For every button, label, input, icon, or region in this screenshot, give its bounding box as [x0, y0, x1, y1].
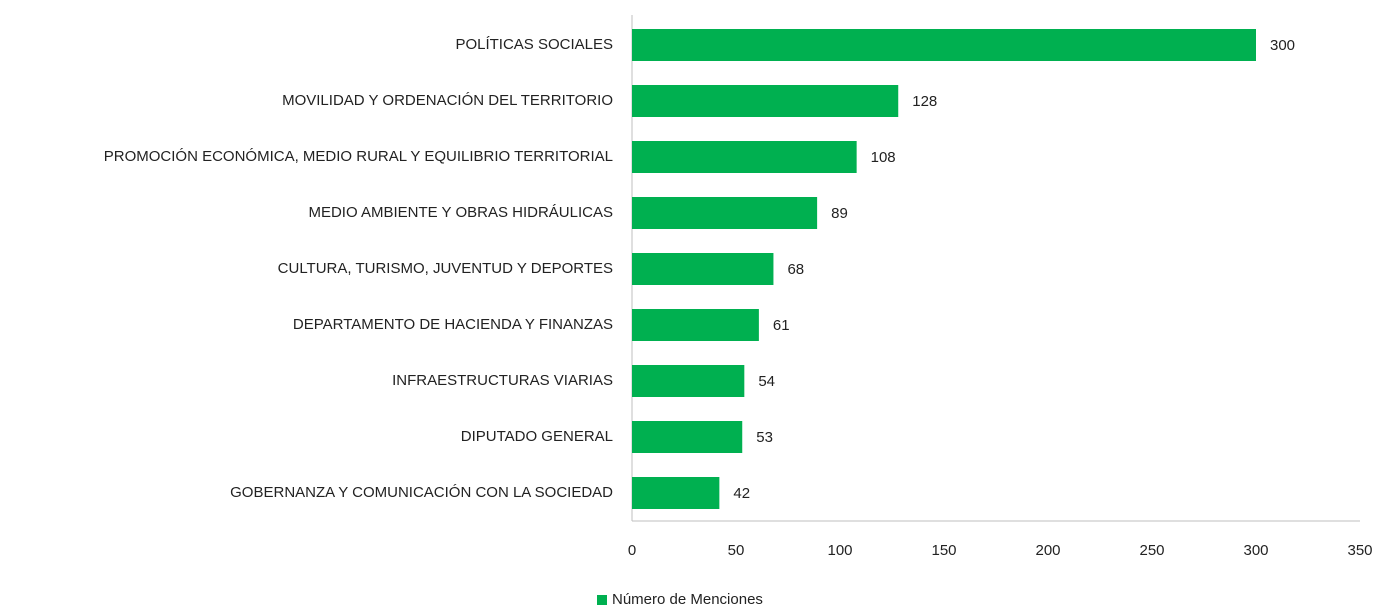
x-tick-label: 50 [728, 542, 745, 559]
bar [632, 309, 759, 341]
y-tick-label: INFRAESTRUCTURAS VIARIAS [392, 372, 613, 389]
data-label: 61 [773, 317, 790, 334]
bar [632, 365, 745, 397]
data-label: 54 [758, 373, 775, 390]
bar [632, 421, 743, 453]
x-tick-label: 350 [1347, 542, 1372, 559]
y-tick-label: DIPUTADO GENERAL [461, 428, 613, 445]
x-tick-label: 0 [628, 542, 636, 559]
data-label: 89 [831, 205, 848, 222]
x-tick-label: 300 [1243, 542, 1268, 559]
y-tick-label: PROMOCIÓN ECONÓMICA, MEDIO RURAL Y EQUIL… [104, 148, 613, 165]
y-tick-label: MOVILIDAD Y ORDENACIÓN DEL TERRITORIO [282, 92, 613, 109]
legend-swatch [597, 595, 607, 605]
bar [632, 253, 774, 285]
bar [632, 85, 899, 117]
y-tick-label: MEDIO AMBIENTE Y OBRAS HIDRÁULICAS [308, 204, 613, 221]
y-tick-label: GOBERNANZA Y COMUNICACIÓN CON LA SOCIEDA… [230, 484, 613, 501]
bar [632, 29, 1256, 61]
y-tick-label: DEPARTAMENTO DE HACIENDA Y FINANZAS [293, 316, 613, 333]
x-tick-label: 150 [931, 542, 956, 559]
bar [632, 141, 857, 173]
data-label: 108 [871, 149, 896, 166]
y-tick-label: CULTURA, TURISMO, JUVENTUD Y DEPORTES [278, 260, 613, 277]
legend-label: Número de Menciones [612, 591, 763, 608]
x-tick-label: 200 [1035, 542, 1060, 559]
x-tick-label: 250 [1139, 542, 1164, 559]
data-label: 68 [787, 261, 804, 278]
data-label: 300 [1270, 37, 1295, 54]
x-tick-label: 100 [827, 542, 852, 559]
bar [632, 477, 720, 509]
data-label: 42 [733, 485, 750, 502]
data-label: 128 [912, 93, 937, 110]
data-label: 53 [756, 429, 773, 446]
y-tick-label: POLÍTICAS SOCIALES [455, 36, 613, 53]
bar [632, 197, 818, 229]
